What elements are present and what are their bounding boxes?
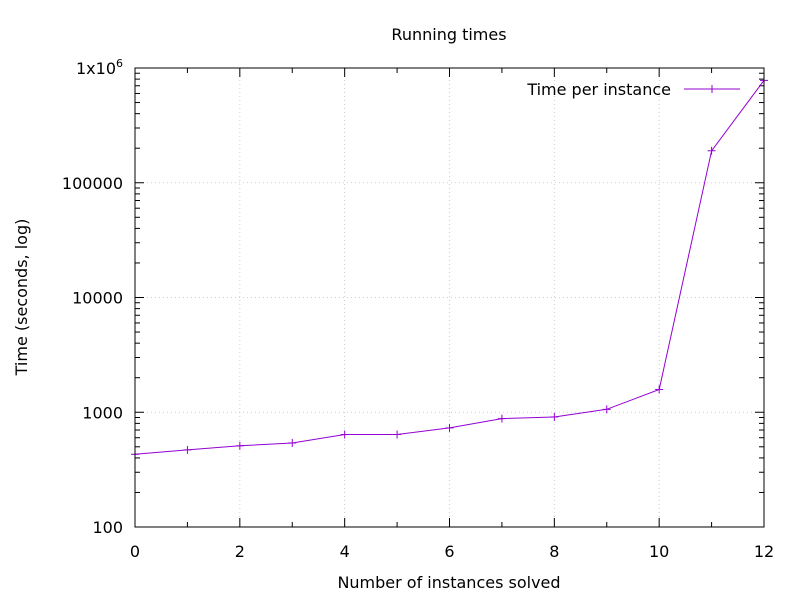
data-point	[550, 412, 559, 421]
plot-border	[134, 67, 765, 528]
legend-marker	[708, 85, 716, 93]
y-tick-labels: 100 1000 10000 100000 1x106	[62, 57, 123, 537]
x-tick-label: 10	[649, 542, 669, 561]
y-tick-label: 100000	[62, 174, 123, 193]
x-tick-label: 0	[130, 542, 140, 561]
x-tick-label: 2	[235, 542, 245, 561]
chart-title: Running times	[391, 25, 506, 44]
x-tick-label: 12	[754, 542, 774, 561]
data-point	[183, 445, 192, 454]
data-point	[288, 438, 297, 447]
x-tick-label: 6	[444, 542, 454, 561]
y-tick-label: 10000	[72, 289, 123, 308]
y-tick-label: 1000	[82, 403, 123, 422]
data-point	[235, 441, 244, 450]
data-point	[602, 405, 611, 414]
data-point	[655, 385, 664, 394]
y-axis-label: Time (seconds, log)	[12, 219, 31, 377]
x-tick-label: 4	[340, 542, 350, 561]
grid-lines	[135, 68, 764, 527]
data-point	[340, 430, 349, 439]
legend: Time per instance	[526, 80, 740, 99]
x-tick-label: 8	[549, 542, 559, 561]
y-tick-label: 100	[92, 518, 123, 537]
data-point	[445, 423, 454, 432]
legend-label: Time per instance	[526, 80, 671, 99]
x-axis-label: Number of instances solved	[337, 573, 560, 592]
data-point	[497, 414, 506, 423]
data-point	[707, 146, 716, 155]
series-layer	[131, 76, 768, 459]
x-tick-labels: 0 2 4 6 8 10 12	[130, 542, 774, 561]
data-point	[393, 430, 402, 439]
y-tick-label: 1x106	[76, 57, 123, 78]
